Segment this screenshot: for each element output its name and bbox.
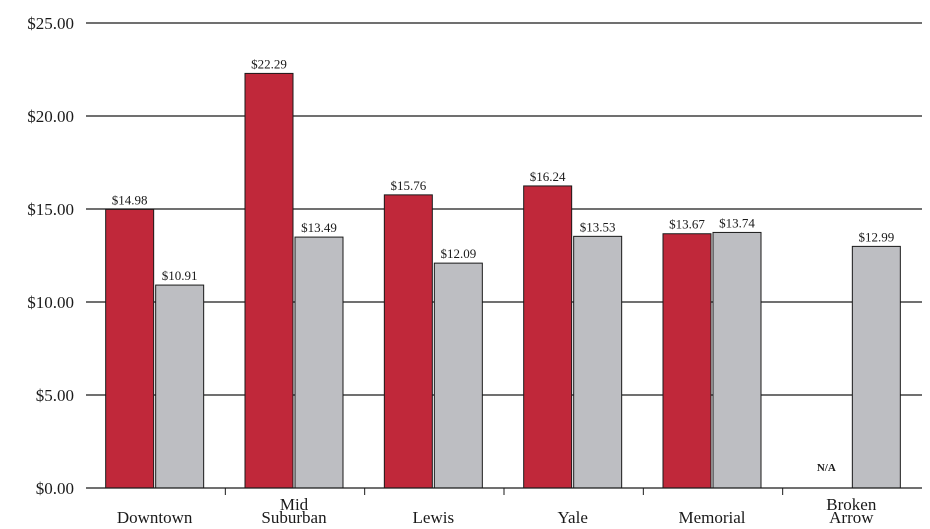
bars — [105, 72, 901, 489]
x-axis — [86, 487, 922, 495]
data-label: $14.98 — [112, 192, 148, 207]
y-tick-label: $0.00 — [36, 479, 74, 498]
data-label: $13.53 — [580, 219, 616, 234]
bar — [662, 233, 712, 489]
x-category-label: Mid Suburban — [261, 495, 327, 527]
data-label: $13.67 — [669, 217, 705, 232]
data-label: $22.29 — [251, 56, 287, 71]
y-tick-label: $10.00 — [27, 293, 74, 312]
data-label: $12.99 — [858, 229, 894, 244]
x-category-label: Downtown — [117, 508, 193, 527]
bar — [294, 236, 344, 489]
bar — [105, 208, 155, 489]
data-label: $16.24 — [530, 169, 566, 184]
x-category-label: Broken Arrow — [826, 495, 877, 527]
x-category-label: Lewis — [413, 508, 455, 527]
data-label: $13.74 — [719, 215, 755, 230]
data-label-na: N/A — [817, 462, 836, 474]
bar — [851, 245, 901, 489]
bar — [712, 231, 762, 489]
x-axis-categories: Downtown Mid Suburban Lewis Yale Memorial Brok… — [117, 495, 877, 527]
data-labels: $14.98 $22.29 $15.76 $16.24 $13.67 N/A $10.91 $… — [112, 56, 894, 474]
x-category-label: Memorial — [678, 508, 745, 527]
y-tick-label: $5.00 — [36, 386, 74, 405]
bar — [573, 235, 623, 489]
y-tick-label: $20.00 — [27, 107, 74, 126]
bar — [523, 185, 573, 489]
data-label: $15.76 — [390, 178, 426, 193]
bar — [383, 194, 433, 489]
y-tick-label: $25.00 — [27, 14, 74, 33]
bar — [433, 262, 483, 489]
bar — [244, 72, 294, 489]
bar — [155, 284, 205, 489]
x-category-label: Yale — [557, 508, 587, 527]
data-label: $13.49 — [301, 220, 337, 235]
data-label: $10.91 — [162, 268, 198, 283]
data-label: $12.09 — [440, 246, 476, 261]
y-tick-label: $15.00 — [27, 200, 74, 219]
gridlines — [86, 22, 922, 396]
y-axis-ticks: $0.00 $5.00 $10.00 $15.00 $20.00 $25.00 — [27, 14, 74, 498]
